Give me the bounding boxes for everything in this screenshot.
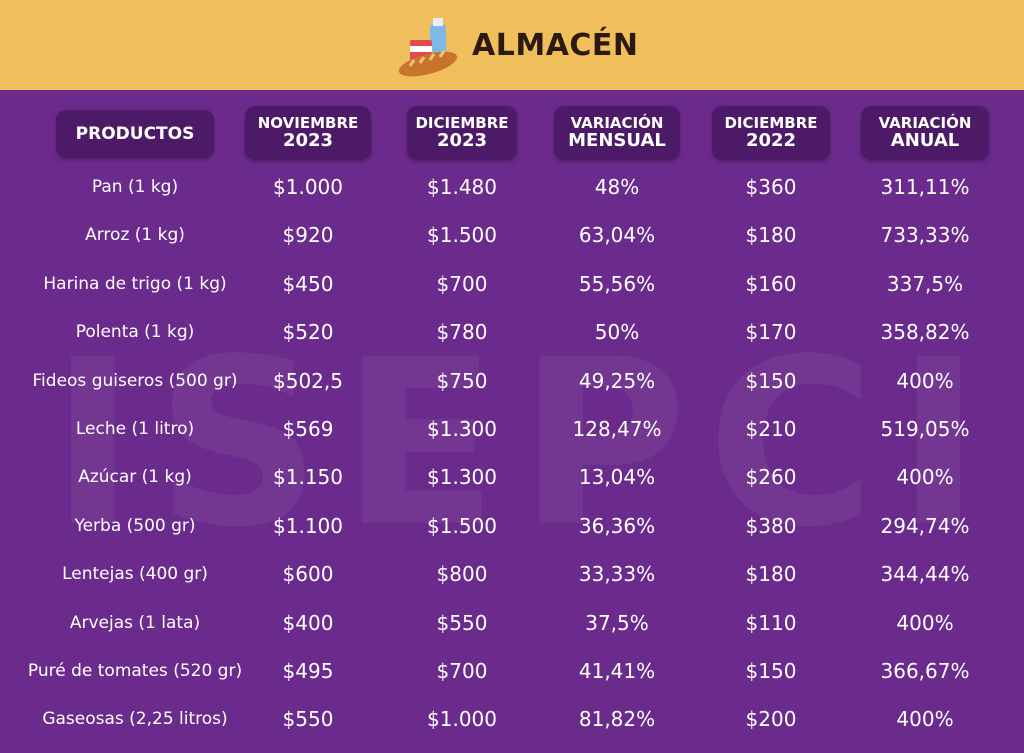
table-cell: $600 xyxy=(282,562,334,587)
table-cell: $800 xyxy=(436,562,488,587)
table-cell: 50% xyxy=(594,320,640,345)
table-cell: 400% xyxy=(896,368,954,393)
header-text: 2022 xyxy=(745,130,797,152)
header-text: VARIACIÓN xyxy=(570,113,664,132)
table-cell: 49,25% xyxy=(578,368,656,393)
product-name: Arvejas (1 lata) xyxy=(69,612,201,633)
table-cell: $520 xyxy=(282,320,334,345)
header-text: MENSUAL xyxy=(568,130,666,152)
table-cell: $495 xyxy=(282,659,334,683)
table-cell: $750 xyxy=(436,368,488,393)
table-cell: $780 xyxy=(436,320,488,345)
product-name: Arroz (1 kg) xyxy=(85,225,185,246)
table-cell: $700 xyxy=(436,659,488,683)
table-cell: 55,56% xyxy=(578,271,656,296)
header-text: 2023 xyxy=(436,130,488,152)
table-cell: 41,41% xyxy=(578,659,656,683)
table-cell: $380 xyxy=(745,513,797,538)
table-cell: 128,47% xyxy=(572,417,662,441)
grocery-icon xyxy=(398,18,458,77)
table-cell: $1.000 xyxy=(273,175,343,199)
product-name: Pan (1 kg) xyxy=(91,177,179,197)
table-cell: 733,33% xyxy=(880,223,970,248)
header-cell: DICIEMBRE 2023 xyxy=(407,106,517,160)
table-cell: $400 xyxy=(282,610,334,635)
table-cell: 81,82% xyxy=(578,707,656,732)
table-cell: $502,5 xyxy=(273,368,343,393)
table-cell: 344,44% xyxy=(880,562,970,587)
table-cell: $1.150 xyxy=(273,465,343,490)
product-name: Yerba (500 gr) xyxy=(74,515,196,536)
table-cell: $170 xyxy=(745,320,797,345)
header-cell: PRODUCTOS xyxy=(56,110,214,158)
table-cell: $700 xyxy=(436,271,488,296)
product-name: Leche (1 litro) xyxy=(75,419,195,439)
table-cell: 294,74% xyxy=(880,513,970,538)
table-cell: $1.300 xyxy=(427,417,497,441)
table-cell: $160 xyxy=(745,271,797,296)
table-cell: $180 xyxy=(745,223,797,248)
table-cell: $1.500 xyxy=(427,513,497,538)
header-text: NOVIEMBRE xyxy=(257,113,359,132)
header-cell: VARIACIÓN ANUAL xyxy=(861,106,989,160)
table-cell: 48% xyxy=(594,175,640,199)
table-cell: $550 xyxy=(436,610,488,635)
table-cell: $1.500 xyxy=(427,223,497,248)
header-text: DICIEMBRE xyxy=(724,113,818,132)
table-cell: $450 xyxy=(282,271,334,296)
header-cell: DICIEMBRE 2022 xyxy=(712,106,830,160)
table-cell: $200 xyxy=(745,707,797,732)
header-text: VARIACIÓN xyxy=(878,113,972,132)
table-cell: 63,04% xyxy=(578,223,656,248)
product-name: Harina de trigo (1 kg) xyxy=(43,273,227,294)
table-cell: 37,5% xyxy=(585,610,649,635)
table-cell: $260 xyxy=(745,465,797,490)
product-name: Azúcar (1 kg) xyxy=(78,467,192,488)
table-cell: 36,36% xyxy=(578,513,656,538)
header-text: PRODUCTOS xyxy=(75,123,195,144)
table-cell: 400% xyxy=(896,707,954,732)
title: ALMACÉN xyxy=(472,28,639,63)
table-cell: $150 xyxy=(745,368,797,393)
table-cell: 400% xyxy=(896,610,954,635)
table-cell: $150 xyxy=(745,659,797,683)
table-cell: 311,11% xyxy=(880,175,970,199)
watermark: ISEPCI xyxy=(50,311,1002,578)
table-cell: $110 xyxy=(745,610,797,635)
table-cell: $1.480 xyxy=(427,175,497,199)
table-cell: 13,04% xyxy=(578,465,656,490)
table-cell: $1.300 xyxy=(427,465,497,490)
table-cell: $920 xyxy=(282,223,334,248)
header-text: DICIEMBRE xyxy=(415,113,509,132)
product-name: Puré de tomates (520 gr) xyxy=(27,661,243,681)
header-cell: NOVIEMBRE 2023 xyxy=(245,106,371,160)
header-text: ANUAL xyxy=(890,130,960,152)
table-cell: $1.100 xyxy=(273,513,343,538)
product-name: Polenta (1 kg) xyxy=(75,322,195,343)
table-cell: 400% xyxy=(896,465,954,490)
table-cell: 337,5% xyxy=(886,271,964,296)
table-cell: $1.000 xyxy=(427,707,497,732)
header-text: 2023 xyxy=(282,130,334,152)
table-cell: 366,67% xyxy=(880,659,970,683)
table-cell: 358,82% xyxy=(880,320,970,345)
table-cell: $180 xyxy=(745,562,797,587)
table-cell: $569 xyxy=(282,417,334,441)
product-name: Lentejas (400 gr) xyxy=(62,564,208,585)
table-cell: $360 xyxy=(745,175,797,199)
product-name: Fideos guiseros (500 gr) xyxy=(32,370,238,391)
product-name: Gaseosas (2,25 litros) xyxy=(42,709,228,730)
table-cell: $550 xyxy=(282,707,334,732)
table-cell: 33,33% xyxy=(578,562,656,587)
header-cell: VARIACIÓN MENSUAL xyxy=(554,106,680,160)
table-cell: $210 xyxy=(745,417,797,441)
banner xyxy=(0,0,1024,90)
table-cell: 519,05% xyxy=(880,417,970,441)
